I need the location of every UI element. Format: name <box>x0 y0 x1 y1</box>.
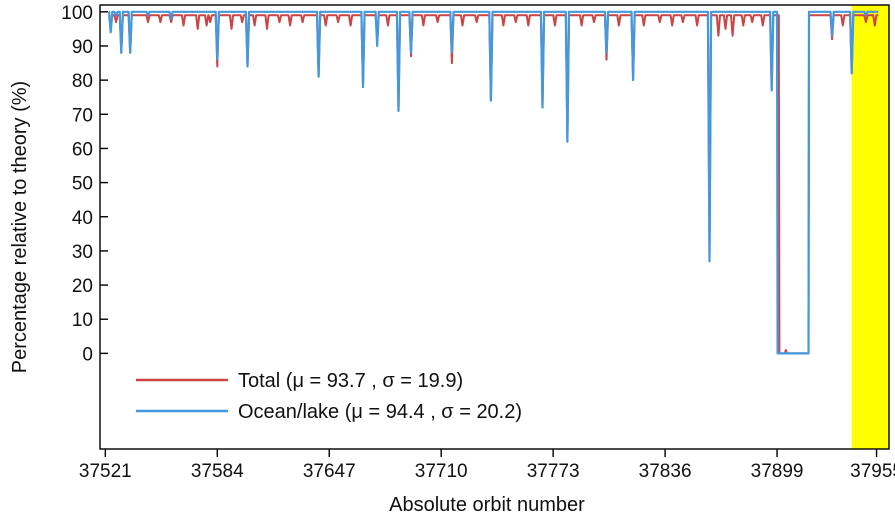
x-tick-label: 37773 <box>527 461 580 482</box>
x-tick-label: 37710 <box>415 461 468 482</box>
series-layer <box>107 10 879 355</box>
y-tick-label: 60 <box>72 139 93 160</box>
x-tick-label: 37584 <box>191 461 244 482</box>
series-total-line <box>108 14 879 355</box>
y-tick-label: 30 <box>72 242 93 263</box>
x-tick-label: 37836 <box>639 461 692 482</box>
x-tick-label: 37899 <box>751 461 804 482</box>
y-tick-label: 50 <box>72 174 93 195</box>
y-tick-label: 90 <box>72 37 93 58</box>
legend: Total (μ = 93.7 , σ = 19.9) Ocean/lake (… <box>136 370 522 423</box>
plot-frame <box>99 4 890 450</box>
y-tick-label: 10 <box>72 310 93 331</box>
x-tick-label: 37647 <box>303 461 356 482</box>
x-axis-label: Absolute orbit number <box>389 494 585 516</box>
x-tick-label: 37521 <box>79 461 132 482</box>
y-tick-label: 40 <box>72 208 93 229</box>
y-tick-label: 80 <box>72 71 93 92</box>
series-ocean-lake-line <box>107 10 879 355</box>
ticks-layer: 37521 37584 37647 37710 37773 37836 37899 37955… <box>61 3 895 482</box>
legend-label-ocean-lake: Ocean/lake (μ = 94.4 , σ = 20.2) <box>238 401 522 423</box>
y-axis-label: Percentage relative to theory (%) <box>9 81 31 373</box>
y-tick-label: 20 <box>72 276 93 297</box>
y-tick-label: 0 <box>82 344 93 365</box>
legend-label-total: Total (μ = 93.7 , σ = 19.9) <box>238 370 463 392</box>
y-tick-label: 70 <box>72 105 93 126</box>
x-tick-label: 37955 <box>850 461 895 482</box>
y-tick-label: 100 <box>61 3 93 24</box>
highlight-band <box>851 5 889 449</box>
